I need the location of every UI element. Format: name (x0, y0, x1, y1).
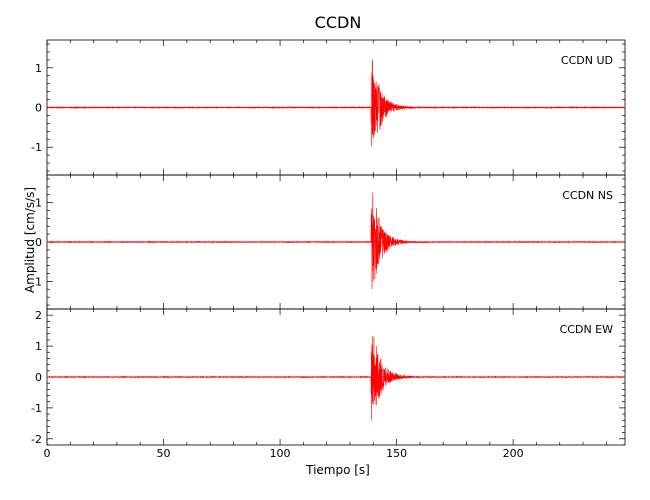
seismic-trace (46, 59, 626, 147)
y-tick-label: 0 (35, 371, 42, 384)
y-tick-label: -2 (31, 433, 42, 446)
panel-3: -2 -1 0 1 2 CCDN EW (31, 308, 626, 446)
channel-label: CCDN UD (561, 54, 613, 67)
y-tick-label: 2 (35, 309, 42, 322)
y-tick-label: 1 (35, 340, 42, 353)
x-tick-label: 100 (270, 447, 291, 460)
y-tick-label: -1 (31, 402, 42, 415)
channel-label: CCDN NS (562, 189, 613, 202)
chart-title: CCDN (315, 13, 362, 32)
x-tick-label: 50 (157, 447, 171, 460)
x-axis: 0 50 100 150 200 (44, 447, 524, 460)
y-tick-label: -1 (31, 141, 42, 154)
x-tick-label: 150 (386, 447, 407, 460)
x-tick-label: 0 (44, 447, 51, 460)
y-tick-label: 1 (35, 197, 42, 210)
channel-label: CCDN EW (560, 323, 614, 336)
y-axis-label: Amplitud [cm/s/s] (23, 187, 37, 293)
x-axis-label: Tiempo [s] (305, 463, 370, 477)
panels-group: -1 0 1 CCDN UD 1 0 1 CCDN NS -2 -1 0 1 2 CCDN EW (31, 39, 626, 446)
y-tick-label: 0 (35, 236, 42, 249)
panel-2: 1 0 1 CCDN NS (35, 174, 626, 310)
y-tick-label: 0 (35, 102, 42, 115)
panel-1: -1 0 1 CCDN UD (31, 39, 626, 176)
y-tick-label: 1 (35, 275, 42, 288)
x-tick-label: 200 (503, 447, 524, 460)
y-tick-label: 1 (35, 62, 42, 75)
seismic-trace (46, 336, 626, 421)
seismic-trace (46, 192, 626, 290)
